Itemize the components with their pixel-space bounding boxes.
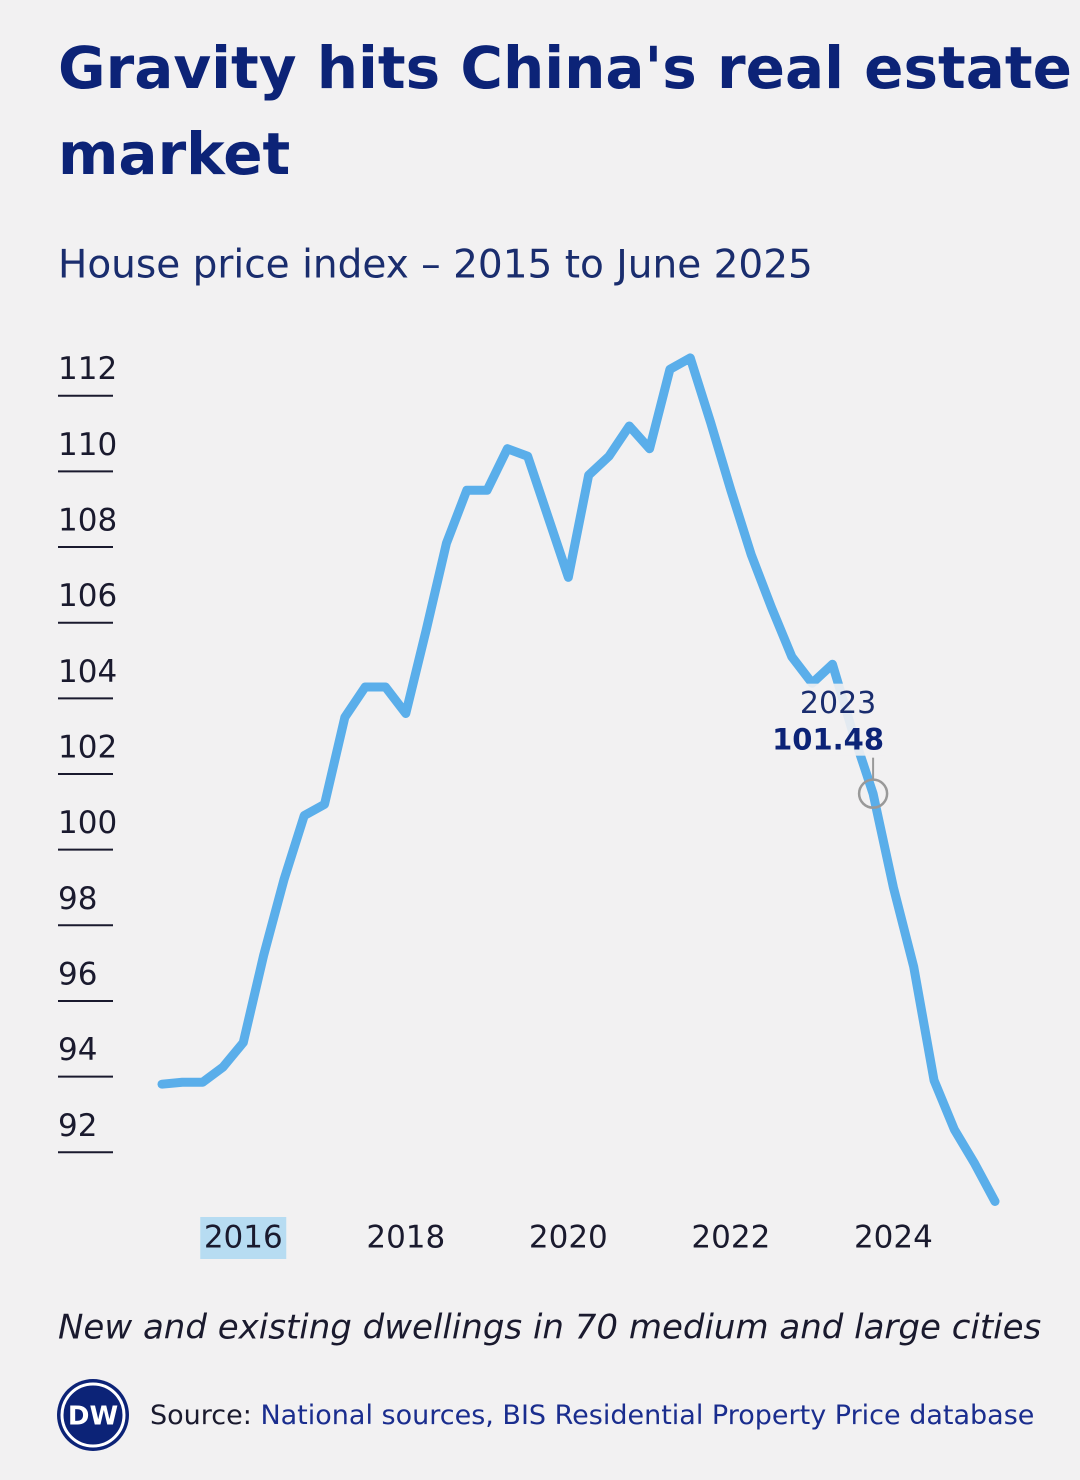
chart-title: Gravity hits China's real estate market [58, 34, 1072, 188]
y-tick-label: 108 [58, 503, 117, 539]
x-tick-label: 2022 [691, 1220, 770, 1256]
source: Source: National sources, BIS Residentia… [150, 1400, 1034, 1431]
x-tick-highlight [200, 1217, 287, 1259]
y-tick-label: 98 [58, 881, 97, 917]
logo-ring [60, 1382, 126, 1448]
y-tick-label: 96 [58, 956, 97, 992]
tooltip-background [793, 683, 886, 756]
tooltip-value: 101.48 [772, 723, 884, 757]
y-tick-label: 100 [58, 805, 117, 841]
x-tick-label: 2016 [204, 1220, 283, 1256]
y-tick-label: 112 [58, 351, 117, 387]
x-tick-label: 2018 [366, 1220, 445, 1256]
highlight-point [857, 778, 889, 809]
y-tick-label: 106 [58, 578, 117, 614]
tooltip-x: 2023 [800, 686, 876, 721]
chart-subtitle: House price index – 2015 to June 2025 [58, 243, 813, 288]
chart-note: New and existing dwellings in 70 medium … [58, 1308, 1041, 1348]
source-text: National sources, BIS Residential Proper… [260, 1400, 1034, 1431]
logo-badge [57, 1379, 129, 1451]
y-tick-label: 92 [58, 1108, 97, 1144]
title-line: Gravity hits China's real estate [58, 34, 1072, 102]
y-tick-label: 104 [58, 654, 117, 690]
title-line: market [58, 120, 290, 188]
x-tick-label: 2020 [529, 1220, 608, 1256]
source-label: Source: [150, 1400, 252, 1431]
y-tick-label: 110 [58, 427, 117, 463]
y-tick-label: 94 [58, 1032, 97, 1068]
x-tick-label: 2024 [854, 1220, 933, 1256]
y-tick-label: 102 [58, 730, 117, 766]
logo: DW [68, 1402, 118, 1432]
